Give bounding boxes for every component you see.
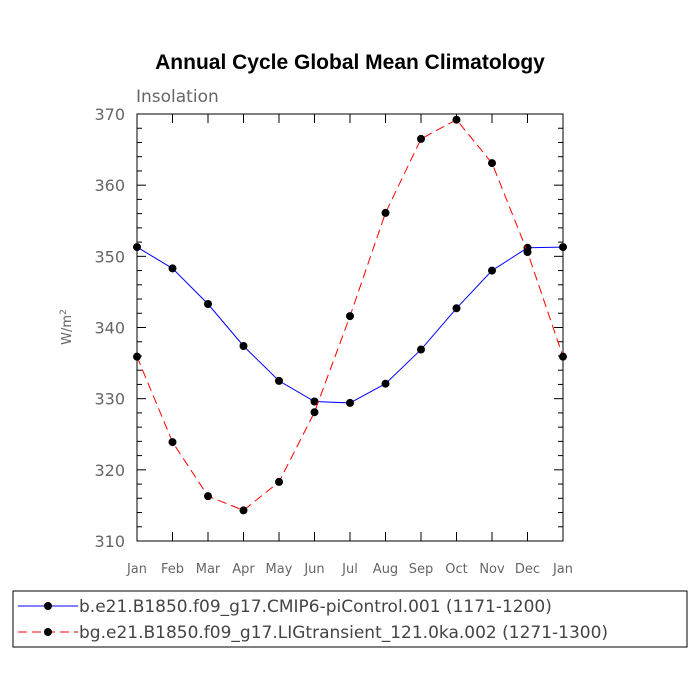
series-1-point [204,300,212,309]
y-tick-label: 330 [94,390,125,409]
series-1-point [559,243,567,252]
x-tick-label: Oct [445,562,467,577]
legend-label-2: bg.e21.B1850.f09_g17.LIGtransient_121.0k… [79,623,608,643]
series-1-point [452,304,461,313]
y-tick-label: 340 [94,319,125,338]
x-tick-label: May [266,562,293,577]
chart-subtitle: Insolation [136,87,219,107]
y-axis: 310 320 330 340 350 360 370 [94,105,563,551]
x-tick-label: Dec [515,562,540,577]
series-layer [133,115,567,515]
legend-marker-2 [44,628,52,636]
x-tick-label: Jul [341,562,358,577]
y-axis-label: W/m2 [59,309,75,345]
x-tick-label: Aug [373,562,398,577]
series-line-1 [136,246,564,404]
x-tick-label: Mar [196,562,221,577]
series-2-point [523,248,532,257]
series-2-point [559,352,567,361]
x-tick-label: Feb [161,562,184,577]
series-2-point [310,408,319,417]
series-1-point [488,266,496,275]
plot-frame [136,113,564,542]
series-1-point [239,342,248,351]
x-tick-label: Jun [303,562,324,577]
x-tick-label: Sep [409,562,434,577]
series-1-point [346,398,354,407]
series-1-point [417,345,425,354]
series-1-point [381,379,390,388]
series-2-point [133,352,141,361]
chart-title: Annual Cycle Global Mean Climatology [155,51,545,74]
y-tick-label: 360 [94,176,125,195]
series-2-point [168,438,177,447]
y-tick-label: 310 [94,532,125,551]
legend-label-1: b.e21.B1850.f09_g17.CMIP6-piControl.001 … [79,597,552,617]
legend-box [12,590,688,648]
series-2-point [452,115,461,124]
series-2-point [381,208,390,217]
series-2-point [417,134,425,143]
series-1-point [168,264,177,273]
y-tick-label: 320 [94,461,125,480]
series-1-point [133,243,141,252]
legend: b.e21.B1850.f09_g17.CMIP6-piControl.001 … [12,590,688,648]
x-tick-label: Jan [552,562,573,577]
series-1-point [275,376,283,385]
x-axis: Jan Feb Mar Apr May Jun Jul Aug Sep Oct Nov Dec Jan [126,114,573,577]
series-2-point [346,312,354,321]
series-2-point [275,477,283,486]
y-tick-label: 370 [94,105,125,124]
series-2-point [204,492,212,501]
y-tick-label: 350 [94,247,125,266]
legend-marker-1 [44,602,52,610]
x-tick-label: Nov [479,562,505,577]
x-tick-label: Apr [232,562,255,577]
x-tick-label: Jan [126,562,147,577]
series-2-point [239,506,248,515]
series-1-point [310,397,319,406]
series-2-point [488,159,496,168]
